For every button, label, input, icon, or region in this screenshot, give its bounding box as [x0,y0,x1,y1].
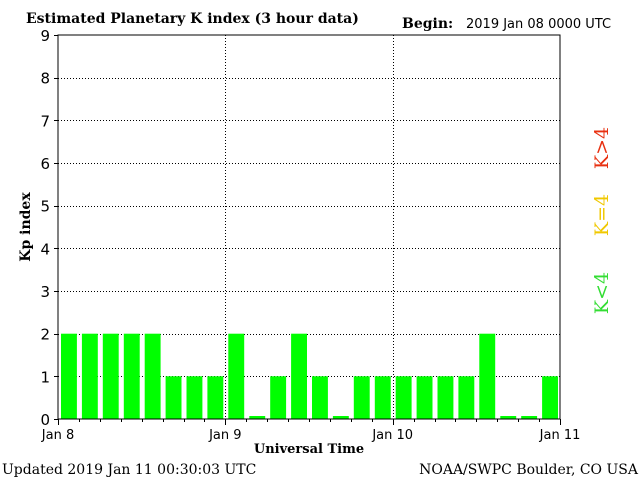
kp-bar [458,376,475,419]
x-tick-labels: Jan 8 Jan 9 Jan 10 Jan 11 [41,419,581,443]
kp-bar [542,376,558,419]
source-credit: NOAA/SWPC Boulder, CO USA [419,462,639,478]
kp-bar [395,376,412,419]
y-tick-labels: 0 1 2 3 4 5 6 7 8 9 [40,27,58,429]
y-tick-label: 7 [40,112,50,130]
kp-bar [500,416,517,419]
kp-bar [165,376,182,419]
kp-bar [521,416,538,419]
y-tick-label: 0 [40,411,50,429]
kp-bar [102,333,119,419]
bars-group [61,333,558,419]
begin-label: Begin: [402,16,453,32]
x-tick-label: Jan 9 [208,428,241,443]
kp-bar [61,333,77,419]
x-tick-label: Jan 10 [371,428,413,443]
kp-bar [123,333,140,419]
kp-bar [249,416,266,419]
kp-bar [228,333,245,419]
grid-lines [58,35,560,419]
y-tick-label: 8 [40,70,50,88]
kp-bar [416,376,433,419]
kp-bar [270,376,287,419]
kp-bar [479,333,496,419]
kp-bar [207,376,224,419]
begin-value: 2019 Jan 08 0000 UTC [466,17,611,32]
y-tick-label: 2 [40,326,50,344]
legend-k-less-4: K<4 [591,272,613,314]
kp-bar [186,376,203,419]
kp-bar [312,376,328,419]
y-tick-label: 5 [40,198,50,216]
y-axis-label: Kp index [18,192,34,262]
chart-title: Estimated Planetary K index (3 hour data… [26,11,359,27]
kp-bar [437,376,454,419]
y-tick-label: 9 [40,27,50,45]
kp-bar [144,333,161,419]
legend-k-equal-4: K=4 [591,194,613,236]
kp-bar [374,376,391,419]
y-tick-label: 1 [40,368,50,386]
x-tick-label: Jan 8 [41,428,74,443]
y-tick-label: 3 [40,283,50,301]
kp-bar [81,333,98,419]
x-tick-label: Jan 11 [539,428,581,443]
y-tick-label: 6 [40,155,50,173]
x-axis-label: Universal Time [254,442,364,457]
kp-bar [332,416,349,419]
y-tick-label: 4 [40,240,50,258]
kp-bar [291,333,307,419]
kp-bar [353,376,370,419]
updated-timestamp: Updated 2019 Jan 11 00:30:03 UTC [2,462,256,478]
legend-k-greater-4: K>4 [591,127,613,169]
